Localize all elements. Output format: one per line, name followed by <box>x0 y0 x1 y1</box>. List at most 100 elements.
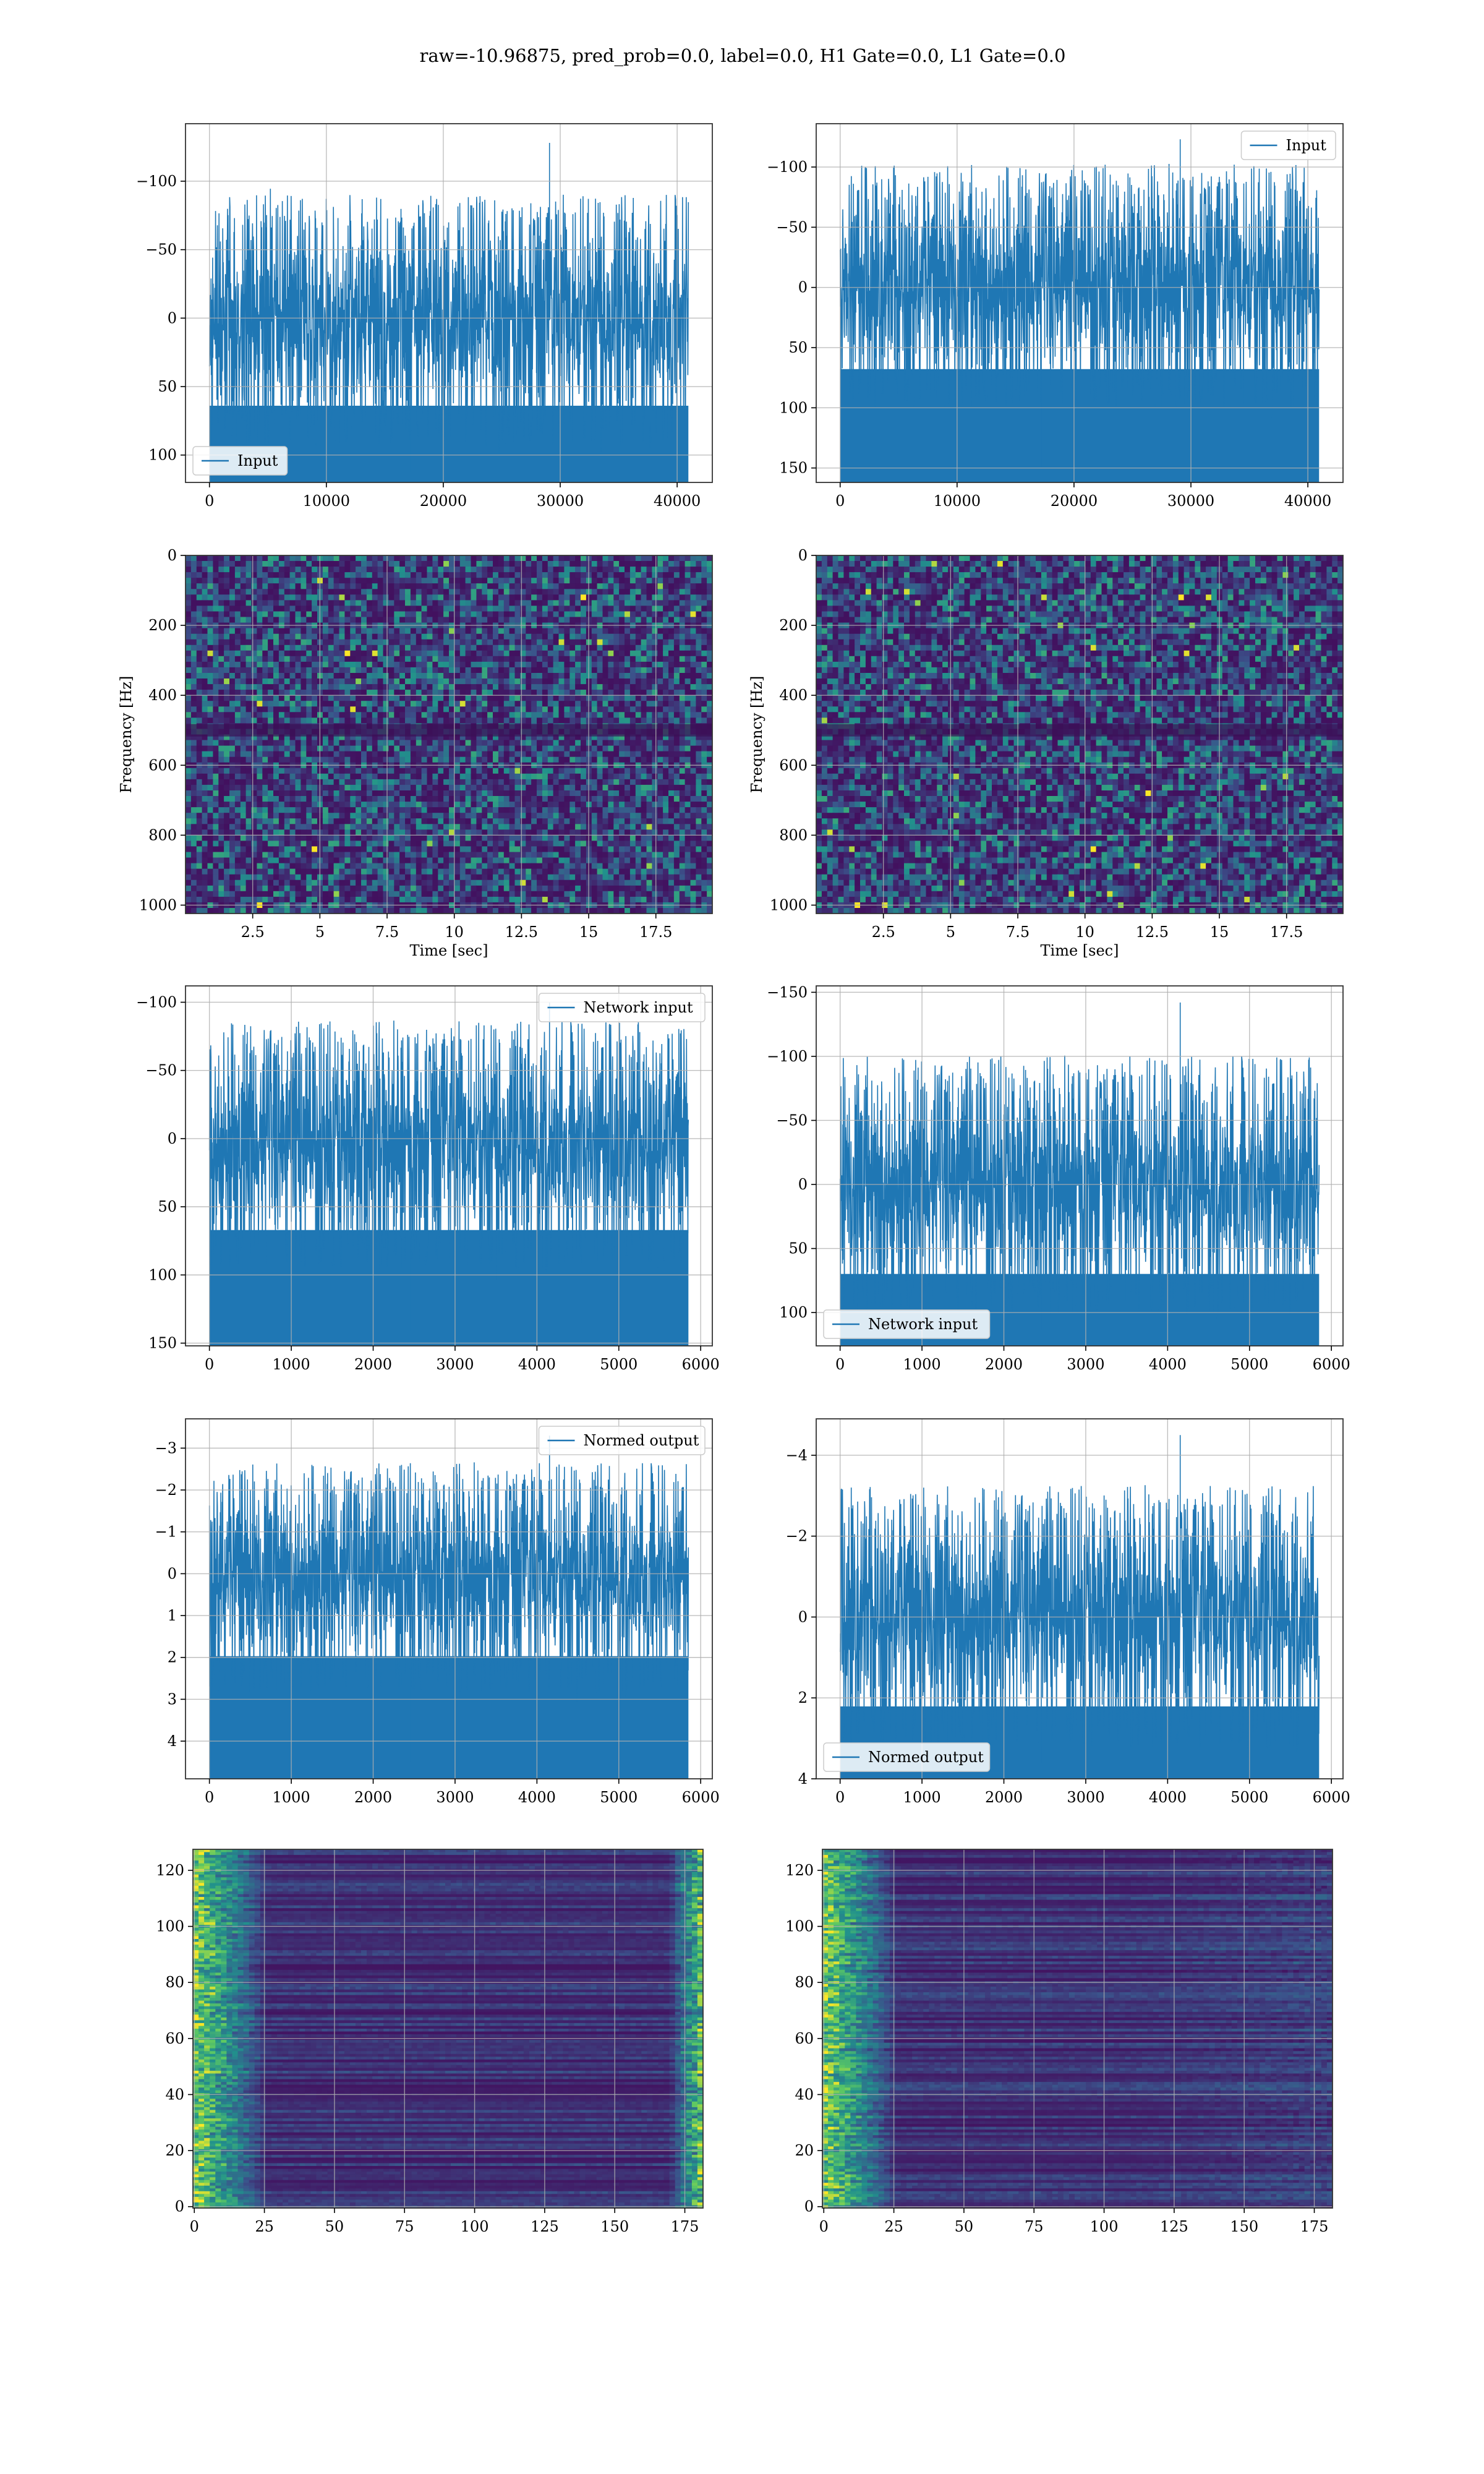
x-tick-label: 2.5 <box>241 923 265 941</box>
y-tick-label: 50 <box>788 339 808 356</box>
l1-spectrogram-plot-area <box>816 555 1343 914</box>
h1-network-input-panel: 0 1000 2000 3000 4000 5000 6000 −100 −50 0 50 100 15… <box>136 985 720 1373</box>
legend-entry: Input <box>1286 137 1327 154</box>
y-tick-label: −100 <box>136 993 177 1011</box>
x-tick-label: 2000 <box>985 1789 1023 1806</box>
x-tick-label: 7.5 <box>375 923 399 941</box>
y-tick-label: 0 <box>168 1130 177 1147</box>
y-tick-label: 150 <box>779 460 808 477</box>
legend-entry: Network input <box>584 999 693 1016</box>
y-tick-label: 20 <box>165 2142 184 2159</box>
y-tick-label: 100 <box>779 1304 808 1321</box>
x-tick-label: 0 <box>835 1789 845 1806</box>
x-tick-label: 17.5 <box>639 923 672 941</box>
y-tick-label: 60 <box>165 2030 184 2047</box>
h1-feature-map-panel: 0 25 50 75 100 125 150 175 0 20 40 60 80 100 120 <box>156 1849 704 2235</box>
y-tick-label: 4 <box>798 1770 808 1787</box>
legend-entry: Normed output <box>868 1748 984 1766</box>
x-tick-label: 6000 <box>682 1356 720 1373</box>
y-tick-label: 0 <box>175 2198 184 2215</box>
x-tick-label: 5 <box>946 923 955 941</box>
x-tick-label: 0 <box>190 2218 199 2235</box>
l1-normed-output-grid <box>816 1419 1343 1779</box>
y-tick-label: 120 <box>156 1862 184 1879</box>
y-tick-label: 3 <box>168 1690 177 1708</box>
x-tick-label: 10 <box>445 923 464 941</box>
h1-input-series-line <box>208 143 689 472</box>
x-tick-label: 75 <box>395 2218 414 2235</box>
l1-spectrogram-dark-band <box>816 724 1343 737</box>
x-tick-label: 6000 <box>1313 1356 1350 1373</box>
y-axis-label: Frequency [Hz] <box>748 676 765 794</box>
y-tick-label: −100 <box>767 158 808 176</box>
x-tick-label: 12.5 <box>1136 923 1169 941</box>
h1-normed-output-panel: 0 1000 2000 3000 4000 5000 6000 −3 −2 −1 0 1 2 3 4 Norm… <box>155 1418 720 1806</box>
x-tick-label: 6000 <box>1313 1789 1350 1806</box>
h1-spectrogram-axes-frame <box>185 555 713 914</box>
y-tick-label: 4 <box>168 1732 177 1750</box>
x-tick-label: 100 <box>461 2218 489 2235</box>
x-tick-label: 50 <box>955 2218 974 2235</box>
y-tick-label: 2 <box>168 1649 177 1666</box>
l1-feature-map-plot-area <box>822 1849 1333 2208</box>
y-tick-label: 2 <box>798 1689 808 1706</box>
l1-input-series-line <box>839 139 1320 467</box>
x-tick-label: 125 <box>1160 2218 1188 2235</box>
h1-network-input-axes-frame <box>185 985 713 1346</box>
y-tick-label: −100 <box>136 173 177 190</box>
y-tick-label: 0 <box>798 547 808 564</box>
x-tick-label: 0 <box>835 1356 845 1373</box>
x-tick-label: 75 <box>1025 2218 1044 2235</box>
l1-network-input-panel: 0 1000 2000 3000 4000 5000 6000 −150 −100 −50 0 50 1… <box>767 983 1350 1373</box>
x-tick-label: 10000 <box>934 492 981 510</box>
y-tick-label: 100 <box>156 1918 184 1935</box>
h1-feature-map-plot-area <box>193 1849 703 2208</box>
figure-suptitle: raw=-10.96875, pred_prob=0.0, label=0.0,… <box>420 45 1066 67</box>
h1-network-input-plot-area <box>208 1002 689 1346</box>
y-tick-label: 1000 <box>770 896 808 914</box>
h1-input-signal-band <box>209 405 689 482</box>
x-tick-label: 2000 <box>985 1356 1023 1373</box>
y-tick-label: 0 <box>804 2198 814 2215</box>
y-tick-label: 0 <box>168 1565 177 1582</box>
x-tick-label: 5000 <box>1230 1789 1268 1806</box>
y-tick-label: −2 <box>155 1481 177 1499</box>
x-tick-label: 15 <box>579 923 599 941</box>
legend-entry: Network input <box>868 1316 978 1333</box>
y-tick-label: 1 <box>168 1607 177 1624</box>
x-tick-label: 0 <box>205 1789 214 1806</box>
x-tick-label: 10 <box>1075 923 1094 941</box>
x-tick-label: 125 <box>531 2218 559 2235</box>
x-tick-label: 5 <box>315 923 325 941</box>
h1-normed-output-plot-area <box>208 1436 689 1779</box>
y-tick-label: 200 <box>779 617 808 634</box>
h1-spectrogram-panel: 2.5 5 7.5 10 12.5 15 17.5 0 200 400 600 800 1000 Time… <box>117 547 713 959</box>
l1-normed-output-panel: 0 1000 2000 3000 4000 5000 6000 −4 −2 0 2 4 Normed o… <box>786 1418 1350 1806</box>
x-tick-label: 25 <box>255 2218 274 2235</box>
x-tick-label: 3000 <box>1067 1356 1104 1373</box>
h1-input-panel: 0 10000 20000 30000 40000 −100 −50 0 50 100 Input <box>136 123 713 510</box>
y-tick-label: 60 <box>795 2030 814 2047</box>
x-tick-label: 175 <box>1300 2218 1329 2235</box>
y-tick-label: 150 <box>148 1335 177 1352</box>
l1-network-input-grid <box>816 986 1343 1346</box>
h1-input-legend: Input <box>192 446 288 476</box>
x-tick-label: 5000 <box>600 1789 638 1806</box>
x-tick-label: 4000 <box>1149 1789 1187 1806</box>
y-tick-label: −4 <box>786 1447 808 1464</box>
h1-spectrogram-dark-band <box>186 724 712 737</box>
h1-input-grid <box>186 124 712 482</box>
l1-input-grid <box>816 124 1343 482</box>
l1-network-input-axes-frame <box>816 985 1344 1346</box>
y-tick-label: 80 <box>165 1974 184 1991</box>
l1-input-plot-area <box>839 139 1320 482</box>
y-tick-label: 800 <box>148 826 177 844</box>
x-tick-label: 40000 <box>654 492 701 510</box>
y-tick-label: 100 <box>779 399 808 416</box>
l1-input-panel: 0 10000 20000 30000 40000 −100 −50 0 50 100 150 Inp… <box>767 123 1344 510</box>
x-tick-label: 175 <box>671 2218 699 2235</box>
x-tick-label: 50 <box>325 2218 344 2235</box>
x-tick-label: 3000 <box>436 1356 474 1373</box>
l1-network-input-plot-area <box>839 1002 1320 1346</box>
